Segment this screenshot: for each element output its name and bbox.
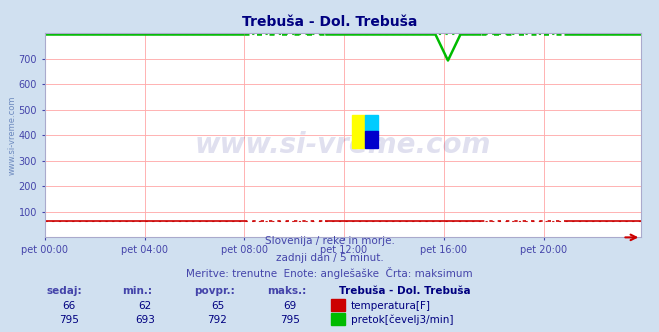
Bar (365, 131, 378, 147)
Text: www.si-vreme.com: www.si-vreme.com (195, 131, 491, 159)
Text: 795: 795 (59, 315, 79, 325)
Text: min.:: min.: (122, 286, 152, 296)
Text: povpr.:: povpr.: (194, 286, 235, 296)
Text: 66: 66 (63, 301, 76, 311)
Text: 65: 65 (211, 301, 224, 311)
Text: Meritve: trenutne  Enote: anglešaške  Črta: maksimum: Meritve: trenutne Enote: anglešaške Črta… (186, 267, 473, 279)
Text: 62: 62 (138, 301, 152, 311)
Text: 69: 69 (283, 301, 297, 311)
Bar (352, 115, 365, 147)
Text: Slovenija / reke in morje.: Slovenija / reke in morje. (264, 236, 395, 246)
Text: maks.:: maks.: (267, 286, 306, 296)
Text: 792: 792 (208, 315, 227, 325)
Text: sedaj:: sedaj: (46, 286, 82, 296)
Text: 795: 795 (280, 315, 300, 325)
Bar (365, 115, 378, 131)
Text: www.si-vreme.com: www.si-vreme.com (7, 96, 16, 175)
Text: zadnji dan / 5 minut.: zadnji dan / 5 minut. (275, 253, 384, 263)
Text: temperatura[F]: temperatura[F] (351, 301, 430, 311)
Text: Trebuša - Dol. Trebuša: Trebuša - Dol. Trebuša (339, 286, 471, 296)
Text: 693: 693 (135, 315, 155, 325)
Text: Trebuša - Dol. Trebuša: Trebuša - Dol. Trebuša (242, 15, 417, 29)
Text: pretok[čevelj3/min]: pretok[čevelj3/min] (351, 314, 453, 325)
